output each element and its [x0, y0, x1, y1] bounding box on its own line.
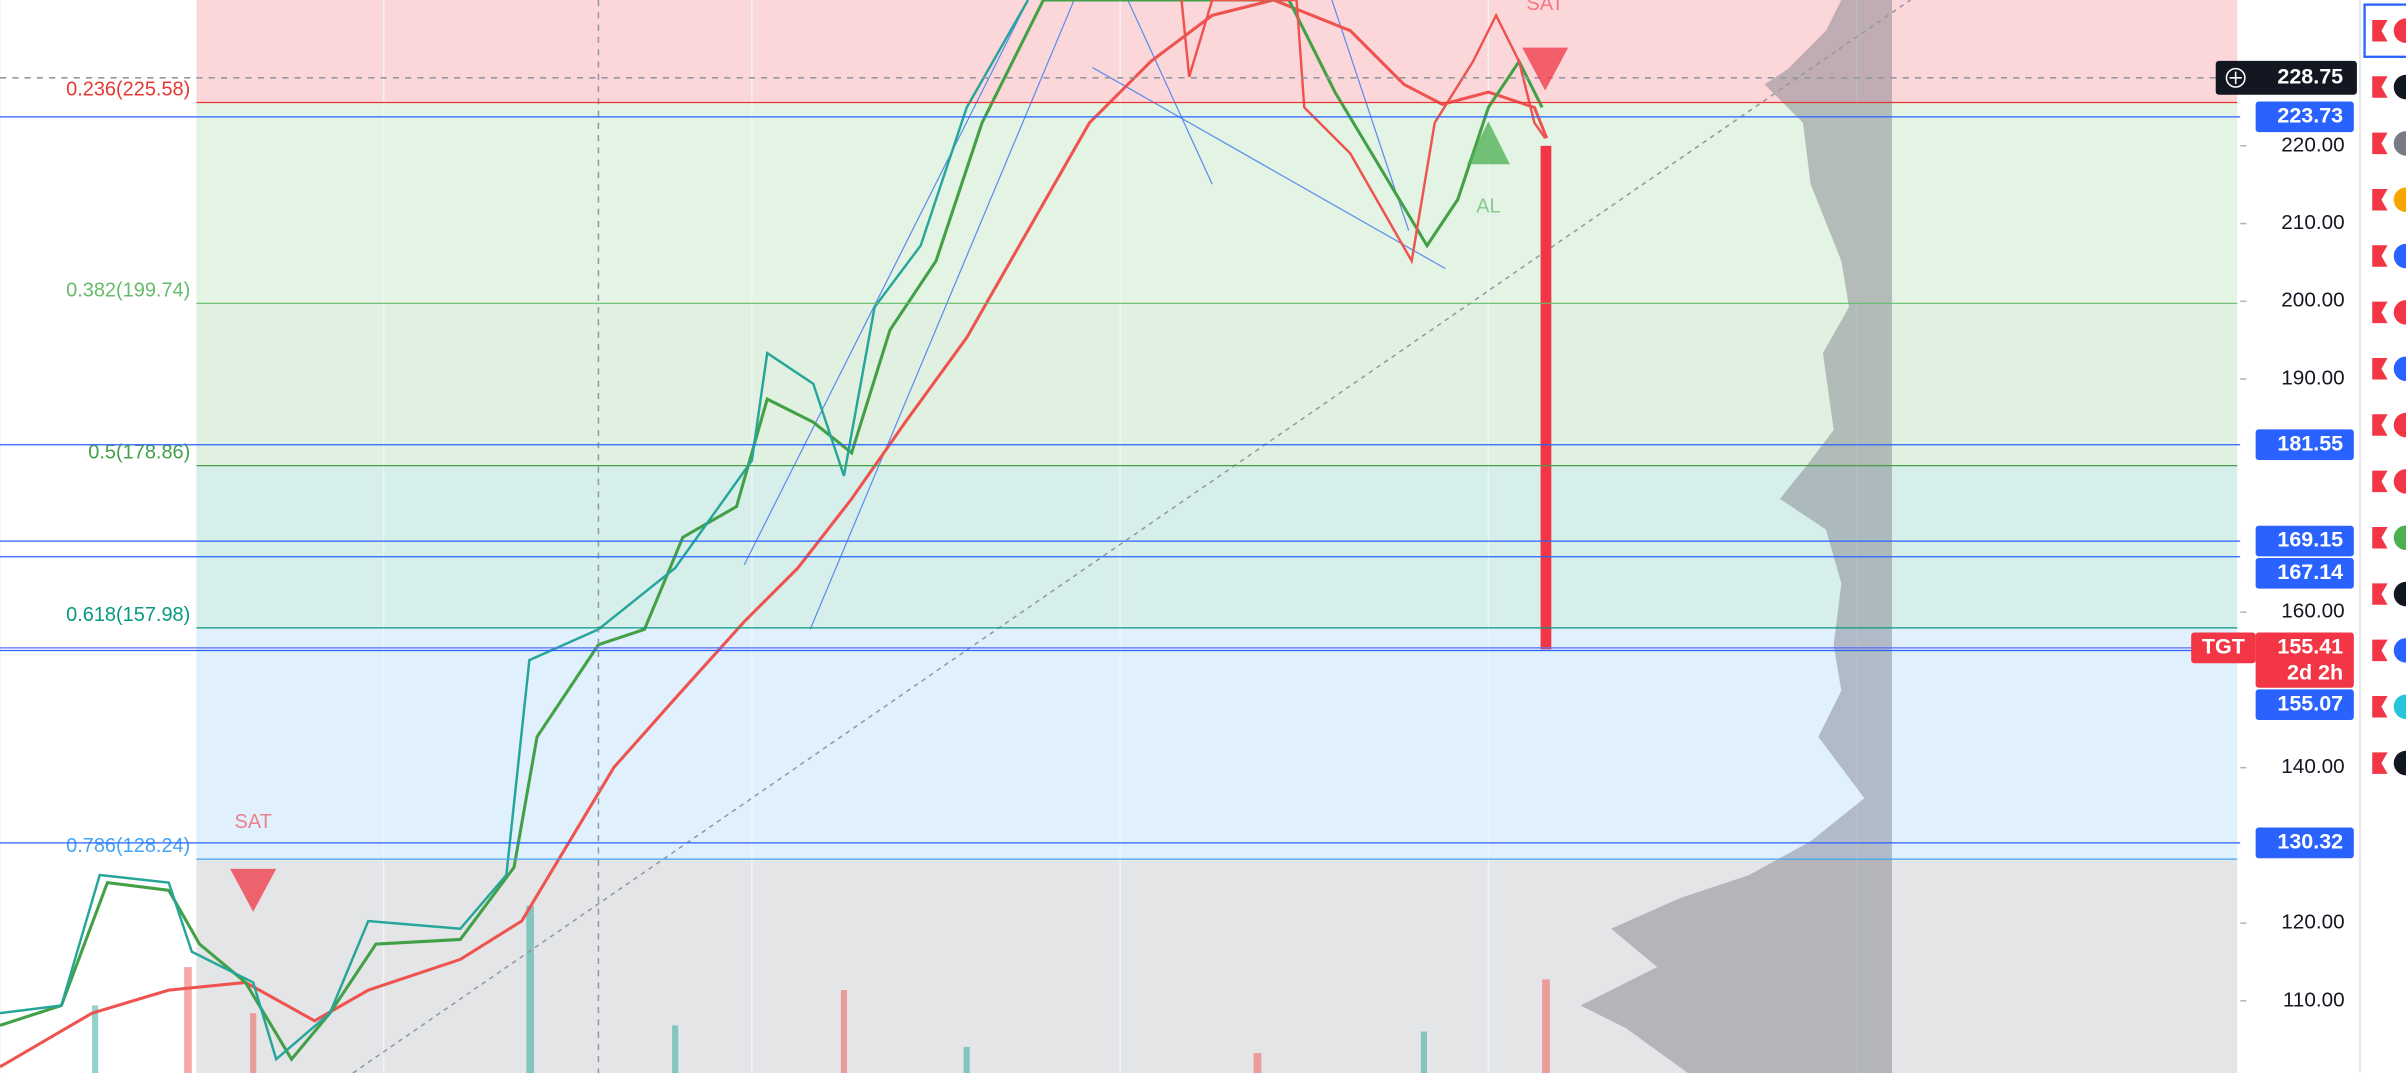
price-tick-label: 120.00	[2281, 911, 2344, 934]
price-path	[0, 0, 1030, 1062]
flag-icon[interactable]	[2372, 526, 2388, 549]
fib-zone	[196, 627, 2238, 860]
symbol-logo[interactable]	[2393, 243, 2406, 269]
flag-icon[interactable]	[2372, 188, 2388, 211]
channel-line	[743, 0, 1029, 566]
fib-label: 0.382(199.74)	[66, 279, 190, 301]
volume-bar	[1253, 1053, 1262, 1073]
fib-zone	[196, 859, 2238, 1073]
price-badge-bg	[2255, 101, 2354, 133]
signal-label: AL	[1476, 195, 1500, 217]
fib-zone	[196, 465, 2238, 628]
price-tick-label: 140.00	[2281, 755, 2344, 778]
symbol-logo[interactable]	[2393, 18, 2406, 43]
price-badge: 181.55	[2277, 431, 2343, 455]
fib-zone	[196, 303, 2238, 466]
flag-icon[interactable]	[2372, 245, 2388, 267]
symbol-logo[interactable]	[2393, 74, 2406, 100]
signal-arrow	[1466, 121, 1510, 165]
volume-bar	[672, 1025, 679, 1073]
fib-label: 0.618(157.98)	[66, 604, 190, 626]
symbol-logo[interactable]	[2393, 469, 2406, 494]
price-badge-bg	[2255, 689, 2354, 721]
flag-icon[interactable]	[2372, 470, 2388, 493]
flag-icon[interactable]	[2372, 583, 2388, 605]
flag-icon[interactable]	[2372, 414, 2388, 436]
last-candle	[1540, 145, 1552, 650]
price-badge-bg	[2255, 827, 2354, 859]
target-tag-bg	[2191, 632, 2256, 664]
target-tag: TGT	[2202, 635, 2245, 659]
symbol-logo[interactable]	[2393, 356, 2406, 381]
volume-bar	[184, 967, 192, 1073]
channel-line	[1127, 0, 1213, 185]
price-tick-label: 110.00	[2283, 988, 2345, 1011]
flag-icon[interactable]	[2372, 357, 2388, 380]
volume-bar	[526, 905, 534, 1073]
flag-icon[interactable]	[2372, 301, 2388, 324]
price-badge-bg	[2255, 557, 2354, 589]
flag-icon[interactable]	[2372, 132, 2388, 155]
volume-bar	[250, 1013, 257, 1073]
fib-label: 0.236(225.58)	[66, 78, 190, 100]
symbol-logo[interactable]	[2393, 581, 2406, 607]
signal-arrow	[1522, 47, 1569, 91]
volume-bar	[1542, 979, 1550, 1073]
channel-line	[1092, 67, 1446, 270]
price-path	[1180, 0, 1547, 265]
volume-profile	[1580, 0, 1892, 1073]
symbol-logo[interactable]	[2393, 638, 2406, 663]
price-badge: 130.32	[2277, 830, 2343, 854]
price-tick-label: 210.00	[2281, 211, 2344, 234]
price-badge: 228.75	[2277, 64, 2343, 88]
add-alert-icon[interactable]	[2225, 67, 2246, 88]
signal-arrow	[230, 868, 277, 912]
symbol-logo[interactable]	[2393, 694, 2406, 720]
price-tick-label: 200.00	[2281, 289, 2344, 312]
price-badge-bg	[2255, 429, 2354, 461]
flag-icon[interactable]	[2372, 19, 2388, 42]
moving-average	[0, 0, 1544, 1062]
fib-label: 0.5(178.86)	[88, 442, 190, 464]
selected-row[interactable]	[2363, 3, 2406, 58]
signal-label: SAT	[1527, 0, 1564, 15]
price-badge: 223.73	[2277, 104, 2343, 128]
crosshair-badge	[2215, 60, 2357, 95]
price-tick-label: 190.00	[2281, 366, 2344, 389]
volume-bar	[92, 1005, 99, 1073]
flag-icon[interactable]	[2372, 752, 2388, 774]
trend-line	[352, 0, 1911, 1073]
price-badge: 169.15	[2277, 528, 2343, 552]
volume-bar	[1420, 1031, 1428, 1073]
volume-bar	[840, 990, 848, 1073]
price-badge-bg	[2255, 632, 2354, 688]
price-badge: 155.41	[2277, 635, 2343, 659]
countdown: 2d 2h	[2287, 661, 2343, 685]
flag-icon[interactable]	[2372, 695, 2388, 718]
signal-label: SAT	[235, 811, 272, 833]
price-tick-label: 160.00	[2281, 600, 2344, 623]
symbol-logo[interactable]	[2393, 750, 2406, 776]
symbol-logo[interactable]	[2393, 300, 2406, 325]
fib-zone	[196, 102, 2238, 304]
symbol-logo[interactable]	[2393, 412, 2406, 438]
symbol-logo[interactable]	[2393, 525, 2406, 551]
channel-line	[809, 0, 1075, 630]
add-alert-icon	[2229, 71, 2242, 84]
flag-icon[interactable]	[2372, 639, 2388, 662]
price-badge-bg	[2255, 525, 2354, 557]
fib-zone	[196, 0, 2238, 103]
volume-bar	[963, 1046, 970, 1073]
symbol-logo[interactable]	[2393, 187, 2406, 212]
price-badge: 155.07	[2277, 691, 2343, 715]
price-tick-label: 220.00	[2281, 133, 2344, 156]
flag-icon[interactable]	[2372, 76, 2388, 98]
symbol-logo[interactable]	[2393, 131, 2406, 156]
fib-label: 0.786(128.24)	[66, 835, 190, 857]
price-badge: 167.14	[2277, 560, 2343, 584]
